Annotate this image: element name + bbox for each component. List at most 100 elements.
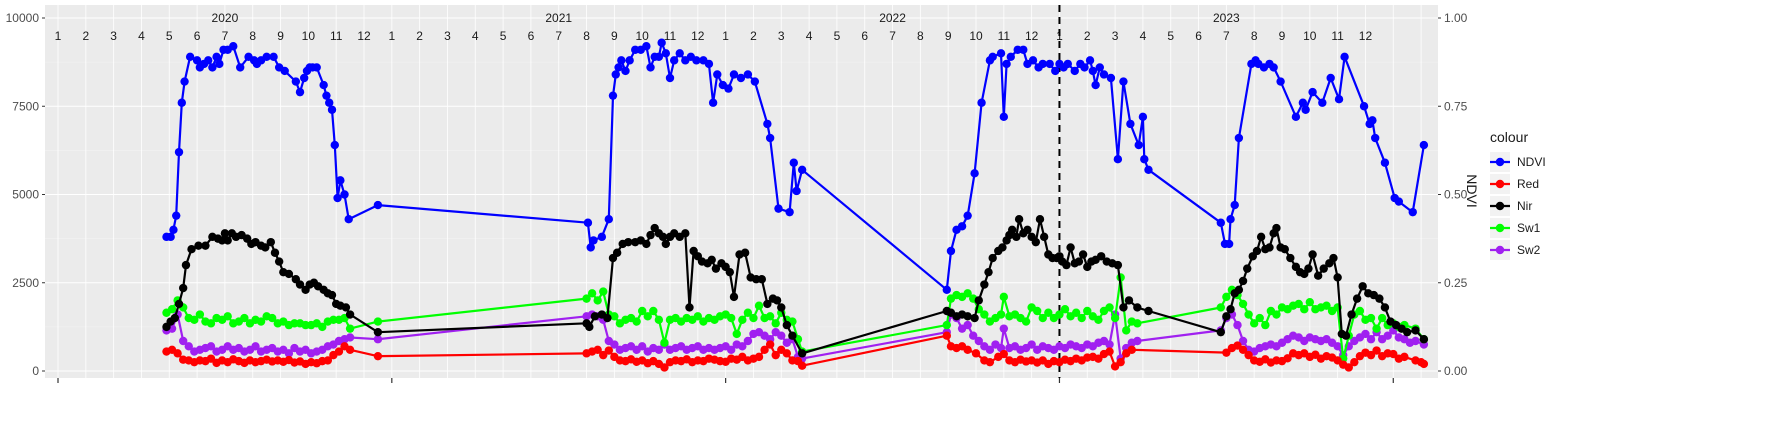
data-point	[1375, 294, 1384, 303]
data-point	[1077, 313, 1086, 323]
data-point	[1283, 354, 1292, 363]
data-point	[661, 49, 671, 58]
data-point	[643, 312, 652, 321]
data-point	[646, 230, 655, 240]
data-point	[713, 70, 722, 79]
data-point	[597, 232, 607, 242]
month-tick-label: 3	[778, 29, 785, 43]
data-point	[1094, 315, 1103, 325]
month-tick-label: 10	[1303, 29, 1317, 43]
data-point	[797, 349, 807, 358]
data-point	[1122, 326, 1131, 335]
data-point	[1294, 299, 1303, 309]
data-point	[166, 232, 175, 242]
data-point	[727, 345, 736, 355]
legend-label: Red	[1517, 177, 1539, 191]
data-point	[187, 245, 196, 254]
data-point	[1334, 94, 1344, 104]
data-point	[373, 200, 383, 210]
month-tick-label: 11	[664, 29, 677, 43]
data-point	[782, 349, 792, 358]
right-tick-label: 0.00	[1444, 364, 1468, 378]
data-point	[632, 317, 641, 326]
data-point	[178, 336, 188, 346]
data-point	[236, 63, 245, 72]
data-point	[330, 140, 339, 150]
data-point	[789, 158, 798, 167]
data-point	[1255, 313, 1264, 323]
left-tick-label: 10000	[6, 11, 40, 25]
data-point	[1083, 306, 1092, 316]
data-point	[373, 351, 383, 361]
data-point	[974, 296, 983, 305]
data-point	[649, 306, 658, 316]
data-point	[707, 255, 716, 265]
data-point	[788, 331, 797, 340]
data-point	[1144, 165, 1153, 174]
data-point	[583, 218, 593, 227]
data-point	[1419, 335, 1429, 344]
data-point	[1063, 59, 1073, 69]
data-point	[194, 241, 203, 250]
data-point	[708, 98, 718, 107]
month-tick-label: 8	[583, 29, 590, 43]
data-point	[777, 303, 786, 312]
data-point	[946, 246, 956, 256]
right-tick-label: 1.00	[1444, 11, 1468, 25]
data-point	[340, 190, 349, 199]
data-point	[1078, 250, 1088, 259]
data-point	[724, 84, 733, 93]
data-point	[675, 49, 684, 58]
data-point	[204, 56, 213, 65]
data-point	[757, 275, 766, 284]
data-point	[1226, 305, 1235, 314]
data-point	[725, 267, 735, 277]
data-point	[985, 357, 995, 367]
data-point	[223, 312, 232, 321]
data-point	[743, 70, 753, 79]
data-point	[1062, 260, 1071, 270]
data-point	[1322, 301, 1331, 310]
data-point	[1291, 112, 1301, 122]
data-point	[984, 267, 993, 277]
data-point	[1085, 56, 1095, 65]
data-point	[1238, 276, 1248, 286]
data-point	[604, 346, 613, 355]
data-point	[963, 312, 972, 321]
data-point	[750, 77, 760, 86]
data-point	[373, 317, 383, 326]
data-point	[654, 345, 664, 355]
data-point	[1347, 310, 1356, 319]
data-point	[1216, 327, 1226, 337]
month-tick-label: 12	[1359, 29, 1373, 43]
data-point	[1411, 336, 1420, 346]
data-point	[169, 225, 178, 234]
right-tick-label: 0.25	[1444, 276, 1468, 290]
data-point	[585, 322, 594, 332]
year-label: 2020	[212, 11, 239, 25]
data-point	[797, 361, 807, 370]
right-tick-label: 0.50	[1444, 188, 1468, 202]
data-point	[1006, 52, 1015, 62]
data-point	[295, 280, 305, 289]
data-point	[774, 204, 783, 213]
month-tick-label: 12	[691, 29, 705, 43]
data-point	[1023, 225, 1032, 234]
year-label: 2022	[879, 11, 906, 25]
data-point	[1352, 294, 1362, 303]
data-point	[1133, 336, 1142, 346]
data-point	[590, 312, 600, 321]
data-point	[765, 340, 775, 349]
data-point	[970, 313, 979, 323]
data-point	[963, 345, 972, 355]
month-tick-label: 5	[834, 29, 841, 43]
month-labels: 1 2 3 4 5 6 7 8 9 10 11 12 1 2 3 4 5 6 7 8 9 10 11 12 1 2 3 4 5 6 7 8 9 1…	[55, 29, 1373, 43]
data-point	[1341, 331, 1351, 340]
data-point	[274, 257, 284, 266]
data-point	[963, 211, 972, 220]
data-point	[765, 312, 775, 321]
data-point	[208, 63, 217, 72]
data-point	[610, 340, 619, 349]
data-point	[743, 308, 753, 317]
data-point	[1272, 310, 1281, 319]
